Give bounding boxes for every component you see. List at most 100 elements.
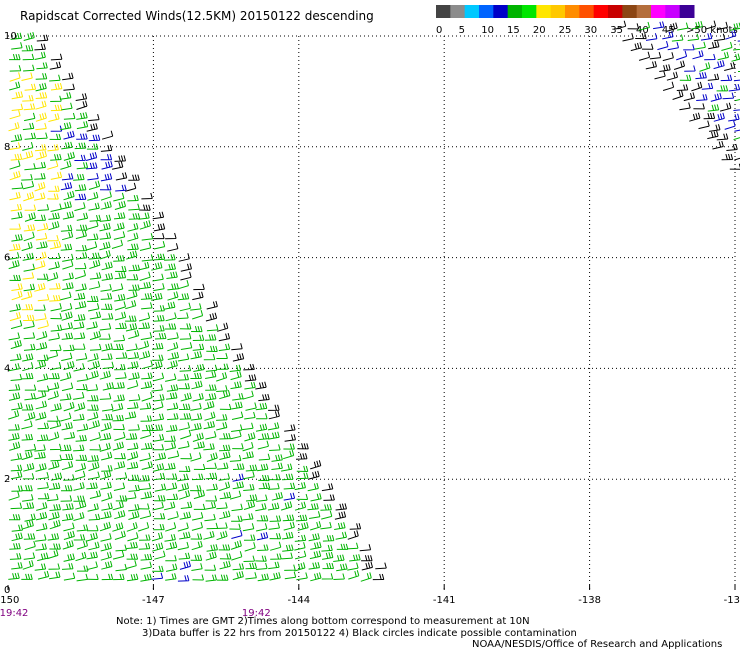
wind-barb <box>76 224 88 231</box>
wind-barb <box>49 543 61 550</box>
wind-barb <box>295 453 308 460</box>
wind-barb-stroke <box>88 420 100 430</box>
wind-barb <box>153 513 166 520</box>
wind-barb-stroke <box>127 474 140 481</box>
wind-barb <box>34 304 46 311</box>
wind-barb <box>112 441 124 451</box>
wind-barb-stroke <box>296 465 309 472</box>
wind-barb-stroke <box>294 501 307 511</box>
wind-barb <box>676 84 689 91</box>
wind-barb-stroke <box>115 495 128 502</box>
wind-barb <box>180 263 192 272</box>
wind-barb <box>100 451 113 461</box>
wind-barb <box>22 122 35 131</box>
wind-barb-stroke <box>724 120 736 130</box>
wind-barb-stroke <box>191 473 204 481</box>
wind-barb-stroke <box>74 402 86 412</box>
wind-barb <box>100 144 113 152</box>
wind-barb <box>36 62 48 70</box>
wind-barb <box>100 201 112 210</box>
wind-barb <box>101 313 114 320</box>
wind-barb <box>49 503 61 511</box>
wind-barb <box>230 540 242 550</box>
wind-barb <box>101 492 113 502</box>
wind-barb <box>140 332 153 341</box>
wind-barb-stroke <box>87 573 99 580</box>
wind-barb <box>115 352 128 359</box>
wind-barb <box>707 104 720 112</box>
wind-barb <box>49 571 61 580</box>
wind-barb-stroke <box>151 262 163 271</box>
wind-barb <box>139 204 151 211</box>
wind-barb-stroke <box>180 429 192 440</box>
time-label: 19:42 <box>0 608 28 619</box>
wind-barb <box>48 261 60 270</box>
colorbar-swatch <box>493 5 509 18</box>
wind-barb-stroke <box>73 444 85 452</box>
wind-barb <box>700 32 713 41</box>
wind-barb-stroke <box>268 561 280 570</box>
wind-barb-stroke <box>179 323 192 330</box>
wind-barb <box>152 501 164 511</box>
wind-barb <box>100 154 113 161</box>
wind-barb <box>284 434 296 442</box>
wind-barb-stroke <box>99 333 111 340</box>
wind-barb <box>245 562 257 570</box>
wind-barb-stroke <box>153 253 166 261</box>
wind-barb <box>294 501 307 511</box>
wind-barb <box>671 34 684 42</box>
wind-barb <box>645 60 657 70</box>
wind-barb <box>203 400 215 410</box>
y-tick-label: 0 <box>4 585 10 596</box>
wind-barb <box>63 360 75 371</box>
wind-barb <box>283 492 296 501</box>
wind-barb <box>47 549 59 560</box>
wind-barb <box>47 160 59 170</box>
wind-barb <box>101 130 114 140</box>
wind-barb <box>100 173 113 182</box>
wind-barb <box>36 273 49 280</box>
wind-barb <box>614 20 627 30</box>
wind-barb-stroke <box>230 540 242 550</box>
wind-barb-stroke <box>152 354 164 361</box>
wind-barb-stroke <box>10 452 22 461</box>
wind-barb-stroke <box>48 261 60 270</box>
wind-barb-stroke <box>125 315 137 322</box>
wind-barb <box>294 481 306 491</box>
wind-barb <box>8 122 20 132</box>
wind-barb <box>645 33 658 41</box>
wind-barb <box>87 404 99 411</box>
wind-barb-stroke <box>296 572 308 581</box>
wind-barb <box>179 413 192 420</box>
wind-barb <box>49 282 61 290</box>
wind-barb-stroke <box>47 415 59 422</box>
wind-barb-stroke <box>49 571 61 580</box>
wind-barb <box>203 443 215 451</box>
wind-barb <box>8 410 20 420</box>
wind-barb <box>24 83 37 91</box>
wind-barb-stroke <box>179 560 191 570</box>
wind-barb <box>34 444 46 452</box>
wind-barb <box>86 233 99 241</box>
wind-barb-stroke <box>102 403 114 412</box>
wind-barb-stroke <box>63 360 75 371</box>
wind-barb-stroke <box>35 313 47 321</box>
wind-barb-stroke <box>87 172 99 181</box>
wind-barb-stroke <box>47 272 59 282</box>
wind-barb-stroke <box>48 185 60 192</box>
wind-barb-stroke <box>673 60 685 70</box>
wind-barb-stroke <box>728 113 740 122</box>
wind-barb-stroke <box>164 323 177 330</box>
wind-barb <box>88 461 100 472</box>
wind-barb <box>113 222 125 231</box>
x-tick-label: -135 <box>724 595 740 606</box>
wind-barb <box>111 283 124 292</box>
wind-barb-stroke <box>713 112 725 122</box>
wind-barb-stroke <box>710 92 722 102</box>
wind-barb <box>283 482 296 490</box>
wind-barb-stroke <box>89 490 102 499</box>
wind-barb-stroke <box>190 413 203 421</box>
wind-barb <box>8 424 20 431</box>
wind-barb <box>347 562 359 571</box>
wind-barb-stroke <box>73 534 86 541</box>
